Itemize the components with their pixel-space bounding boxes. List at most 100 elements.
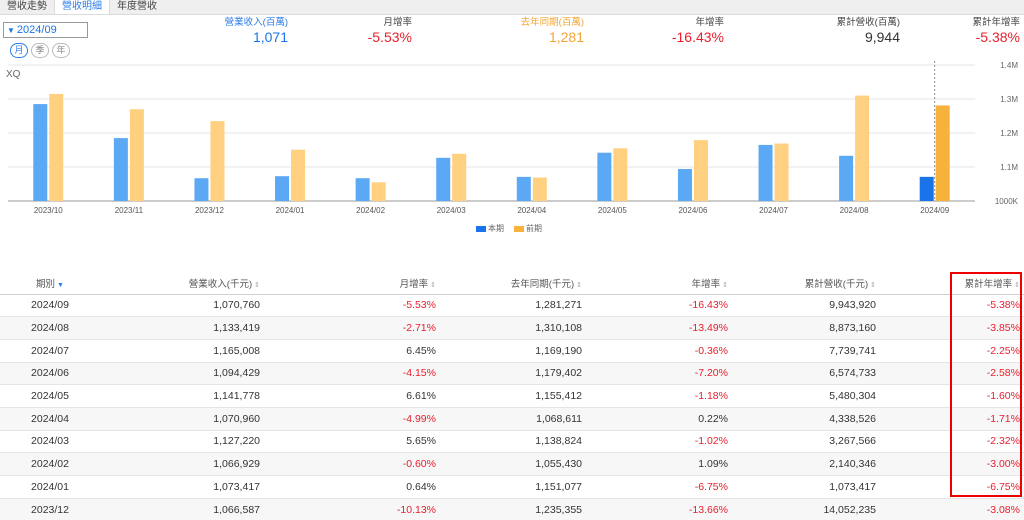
- period-select[interactable]: ▼ 2024/09: [3, 22, 88, 38]
- col-header-cumulative[interactable]: 累計營收(千元) ⇕: [728, 272, 876, 295]
- cell-cum-yoy: -6.75%: [876, 475, 1024, 499]
- table-row[interactable]: 2024/02 1,066,929 -0.60% 1,055,430 1.09% 2,14…: [0, 452, 1024, 476]
- col-header-cum-yoy[interactable]: 累計年增率 ⇕: [876, 272, 1024, 295]
- bar-previous: [452, 153, 467, 201]
- cell-period: 2023/12: [0, 498, 100, 520]
- x-tick-label: 2024/02: [356, 206, 385, 215]
- cell-mom: -5.53%: [260, 294, 436, 318]
- x-tick-label: 2024/06: [678, 206, 707, 215]
- summary-yoy: 年增率 -16.43%: [640, 17, 724, 47]
- col-header-mom[interactable]: 月增率 ⇕: [260, 272, 436, 295]
- freq-button-month[interactable]: 月: [10, 43, 28, 58]
- revenue-table-body: 2024/09 1,070,760 -5.53% 1,281,271 -16.43% 9,…: [0, 294, 1024, 520]
- x-tick-label: 2024/04: [517, 206, 546, 215]
- bar-previous: [693, 140, 708, 201]
- summary-cumulative-value: 9,944: [864, 29, 900, 45]
- bar-previous: [532, 177, 547, 201]
- cell-period: 2024/02: [0, 452, 100, 476]
- summary-cum-yoy: 累計年增率 -5.38%: [944, 17, 1020, 47]
- legend-label-current: 本期: [488, 224, 504, 233]
- tab-revenue-detail[interactable]: 營收明細: [54, 0, 110, 14]
- legend-item-current[interactable]: 本期: [476, 223, 504, 234]
- cell-yoy: -6.75%: [582, 475, 728, 499]
- table-row[interactable]: 2023/12 1,066,587 -10.13% 1,235,355 -13.66% 1…: [0, 498, 1024, 520]
- legend-swatch-previous: [514, 225, 524, 232]
- sort-icon: ⇕: [254, 281, 260, 289]
- summary-mom-value: -5.53%: [367, 29, 412, 45]
- cell-cum-yoy: -3.08%: [876, 498, 1024, 520]
- table-header-row: 期別 ▼ 營業收入(千元) ⇕ 月增率 ⇕ 去年同期(千元) ⇕ 年增率 ⇕ 累計營收(千…: [0, 272, 1024, 295]
- cell-mom: -4.99%: [260, 407, 436, 431]
- tab-annual-revenue[interactable]: 年度營收: [117, 1, 157, 12]
- table-row[interactable]: 2024/04 1,070,960 -4.99% 1,068,611 0.22% 4,33…: [0, 407, 1024, 431]
- col-header-yoy[interactable]: 年增率 ⇕: [582, 272, 728, 295]
- cell-last-year: 1,068,611: [436, 407, 582, 431]
- period-select-value: 2024/09: [16, 24, 57, 36]
- sort-desc-icon: ▼: [57, 281, 64, 289]
- cell-mom: -4.15%: [260, 362, 436, 386]
- tab-revenue-trend[interactable]: 營收走勢: [7, 1, 47, 12]
- table-row[interactable]: 2024/01 1,073,417 0.64% 1,151,077 -6.75% 1,07…: [0, 475, 1024, 499]
- summary-mom: 月增率 -5.53%: [330, 17, 412, 47]
- cell-revenue: 1,094,429: [100, 362, 260, 386]
- bar-current: [839, 155, 854, 201]
- cell-yoy: 1.09%: [582, 452, 728, 476]
- table-row[interactable]: 2024/06 1,094,429 -4.15% 1,179,402 -7.20% 6,5…: [0, 362, 1024, 386]
- sort-icon: ⇕: [1014, 281, 1020, 289]
- cell-cumulative: 9,943,920: [728, 294, 876, 318]
- table-row[interactable]: 2024/09 1,070,760 -5.53% 1,281,271 -16.43% 9,…: [0, 294, 1024, 318]
- cell-last-year: 1,138,824: [436, 430, 582, 454]
- summary-last-year-value: 1,281: [548, 29, 584, 45]
- sort-icon: ⇕: [870, 281, 876, 289]
- freq-button-year[interactable]: 年: [52, 43, 70, 58]
- cell-last-year: 1,281,271: [436, 294, 582, 318]
- cell-period: 2024/08: [0, 316, 100, 340]
- cell-cumulative: 2,140,346: [728, 452, 876, 476]
- sort-icon: ⇕: [722, 281, 728, 289]
- cell-cumulative: 8,873,160: [728, 316, 876, 340]
- bar-previous: [855, 95, 870, 201]
- bar-current: [355, 178, 370, 201]
- col-header-period[interactable]: 期別 ▼: [0, 272, 100, 295]
- summary-revenue: 營業收入(百萬) 1,071: [212, 17, 288, 47]
- cell-yoy: -1.02%: [582, 430, 728, 454]
- table-row[interactable]: 2024/08 1,133,419 -2.71% 1,310,108 -13.49% 8,…: [0, 316, 1024, 340]
- summary-cum-yoy-label: 累計年增率: [972, 17, 1020, 28]
- table-row[interactable]: 2024/05 1,141,778 6.61% 1,155,412 -1.18% 5,48…: [0, 384, 1024, 408]
- col-header-period-label: 期別: [36, 278, 56, 290]
- cell-cumulative: 7,739,741: [728, 339, 876, 363]
- col-header-last-year[interactable]: 去年同期(千元) ⇕: [436, 272, 582, 295]
- cell-revenue: 1,073,417: [100, 475, 260, 499]
- bar-previous: [371, 182, 386, 201]
- table-row[interactable]: 2024/03 1,127,220 5.65% 1,138,824 -1.02% 3,26…: [0, 430, 1024, 454]
- bar-previous: [774, 143, 789, 201]
- cell-cumulative: 1,073,417: [728, 475, 876, 499]
- cell-revenue: 1,127,220: [100, 430, 260, 454]
- cell-period: 2024/07: [0, 339, 100, 363]
- table-row[interactable]: 2024/07 1,165,008 6.45% 1,169,190 -0.36% 7,73…: [0, 339, 1024, 363]
- cell-yoy: -16.43%: [582, 294, 728, 318]
- col-header-revenue[interactable]: 營業收入(千元) ⇕: [100, 272, 260, 295]
- cell-yoy: -0.36%: [582, 339, 728, 363]
- bar-previous: [935, 105, 950, 201]
- tab-bar: 營收走勢 營收明細 年度營收: [0, 0, 1024, 15]
- bar-previous: [291, 149, 306, 201]
- cell-revenue: 1,070,960: [100, 407, 260, 431]
- bar-current: [677, 169, 692, 201]
- cell-mom: 5.65%: [260, 430, 436, 454]
- sort-icon: ⇕: [576, 281, 582, 289]
- cell-mom: -10.13%: [260, 498, 436, 520]
- col-header-revenue-label: 營業收入(千元): [188, 278, 253, 290]
- bar-current: [275, 176, 290, 201]
- cell-revenue: 1,066,929: [100, 452, 260, 476]
- cell-last-year: 1,151,077: [436, 475, 582, 499]
- cell-revenue: 1,133,419: [100, 316, 260, 340]
- legend-item-previous[interactable]: 前期: [514, 223, 542, 234]
- freq-button-quarter[interactable]: 季: [31, 43, 49, 58]
- cell-yoy: -13.66%: [582, 498, 728, 520]
- cell-yoy: -1.18%: [582, 384, 728, 408]
- y-tick-label: 1.4M: [1000, 61, 1018, 70]
- x-tick-label: 2024/09: [920, 206, 949, 215]
- cell-period: 2024/05: [0, 384, 100, 408]
- cell-cum-yoy: -3.85%: [876, 316, 1024, 340]
